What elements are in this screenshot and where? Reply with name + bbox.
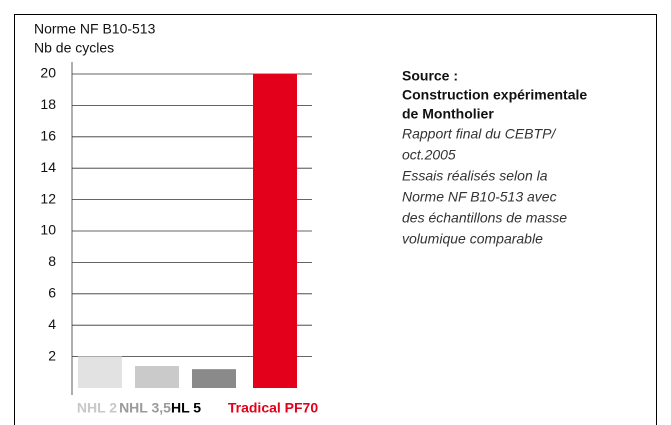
annotation-heading: Construction expérimentale [402, 87, 587, 103]
annotation-text: des échantillons de masse [402, 210, 567, 226]
y-tick-label: 2 [48, 347, 56, 363]
annotation-text: Rapport final du CEBTP/ [402, 126, 557, 142]
annotation-text: volumique comparable [402, 231, 543, 247]
chart-title: Norme NF B10-513 [34, 21, 156, 37]
y-tick-label: 10 [40, 222, 56, 238]
chart-title: Nb de cycles [34, 40, 114, 56]
annotation-text: Norme NF B10-513 avec [402, 189, 557, 205]
x-tick-label: Tradical PF70 [228, 400, 318, 416]
y-tick-label: 14 [40, 159, 56, 175]
annotation-text: Essais réalisés selon la [402, 168, 548, 184]
y-tick-label: 8 [48, 253, 56, 269]
bar [78, 356, 122, 388]
bar [135, 366, 179, 388]
x-tick-label: NHL 3,5 [119, 400, 171, 416]
x-tick-label: HL 5 [171, 400, 201, 416]
y-tick-label: 12 [40, 190, 56, 206]
annotation-heading: de Montholier [402, 106, 494, 122]
bar [192, 369, 236, 388]
bar [253, 74, 297, 388]
annotation-text: oct.2005 [402, 147, 456, 163]
frame [14, 14, 657, 425]
y-tick-label: 4 [48, 316, 56, 332]
x-tick-label: NHL 2 [77, 400, 117, 416]
y-tick-label: 18 [40, 96, 56, 112]
y-tick-label: 6 [48, 285, 56, 301]
annotation-heading: Source : [402, 68, 458, 84]
y-tick-label: 20 [40, 65, 56, 81]
y-tick-label: 16 [40, 128, 56, 144]
